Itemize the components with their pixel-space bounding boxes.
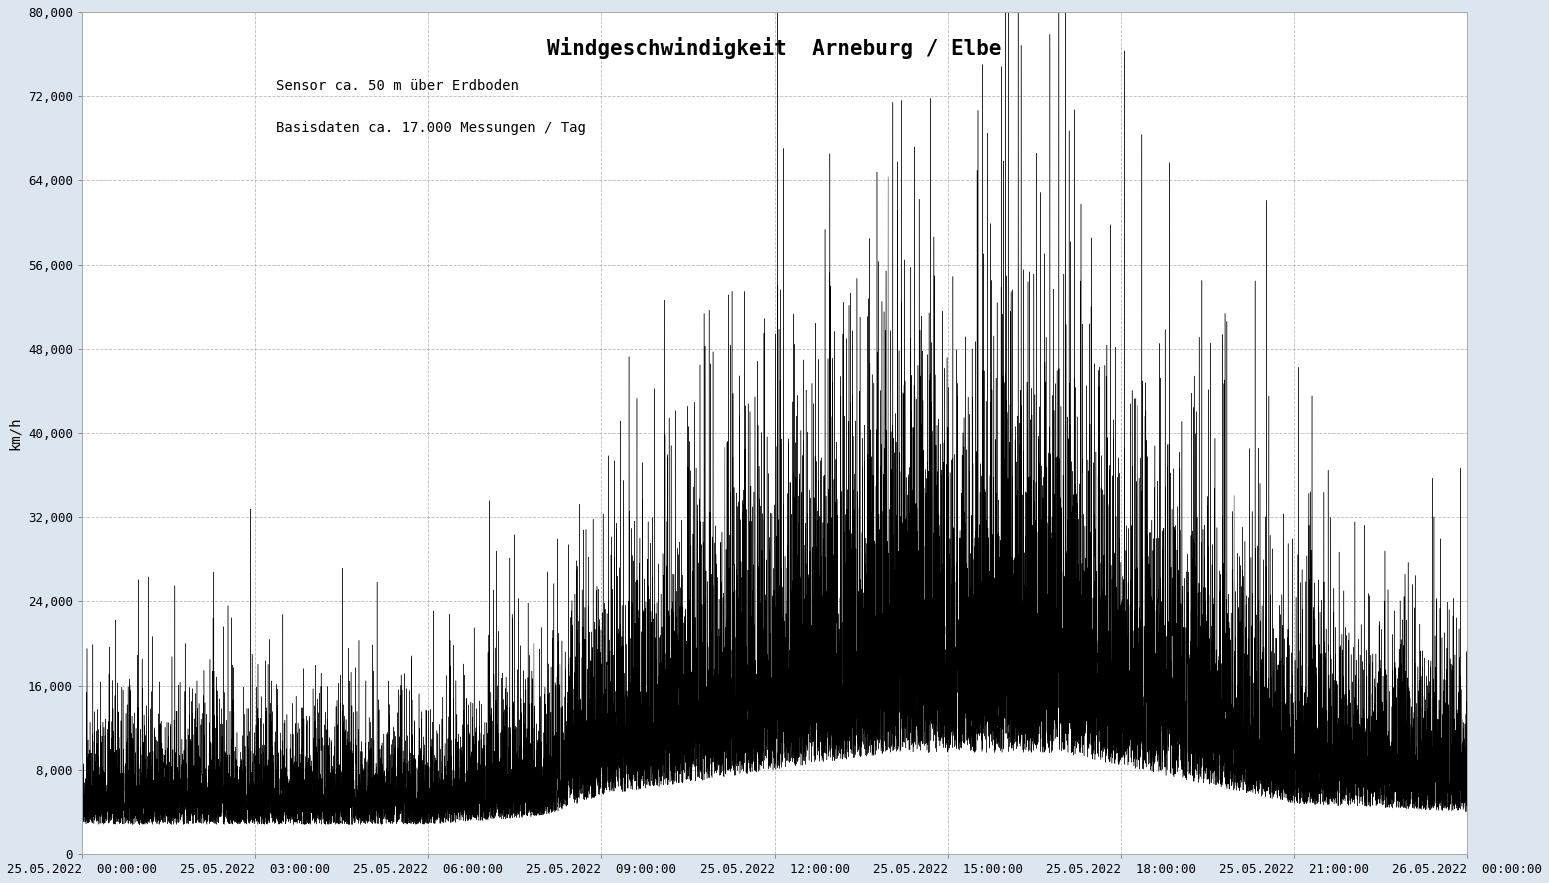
Text: Basisdaten ca. 17.000 Messungen / Tag: Basisdaten ca. 17.000 Messungen / Tag xyxy=(276,122,586,135)
Y-axis label: km/h: km/h xyxy=(8,416,22,449)
Text: Windgeschwindigkeit  Arneburg / Elbe: Windgeschwindigkeit Arneburg / Elbe xyxy=(547,37,1002,59)
Text: Sensor ca. 50 m über Erdboden: Sensor ca. 50 m über Erdboden xyxy=(276,79,519,94)
